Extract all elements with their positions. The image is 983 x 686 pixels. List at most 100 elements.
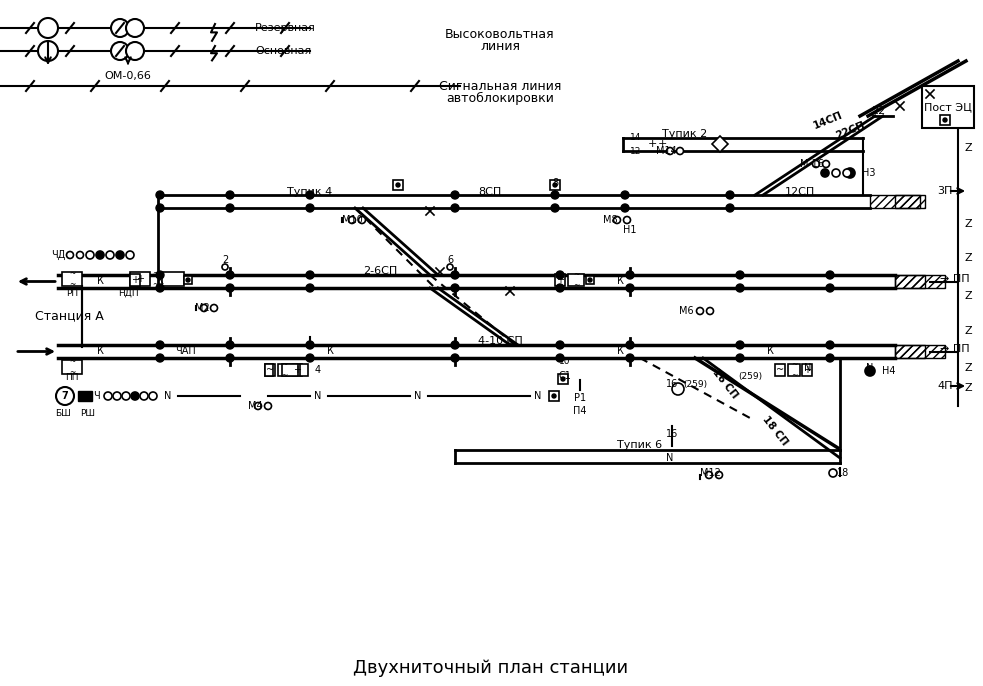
Bar (568, 274, 584, 286)
Circle shape (126, 42, 144, 60)
Text: НДП: НДП (118, 289, 139, 298)
Text: М14: М14 (656, 146, 676, 156)
Text: N: N (666, 453, 673, 463)
Text: М6: М6 (679, 306, 694, 316)
Circle shape (451, 271, 459, 279)
Bar (282, 364, 298, 376)
Text: Z: Z (964, 143, 972, 153)
Circle shape (736, 284, 744, 292)
Circle shape (832, 169, 840, 177)
Circle shape (113, 392, 121, 400)
Circle shape (553, 183, 557, 187)
Bar (870, 195, 920, 208)
Text: Н1: Н1 (623, 225, 637, 235)
Bar (78, 391, 92, 401)
Circle shape (623, 217, 630, 224)
Text: П4: П4 (573, 406, 587, 416)
Circle shape (556, 284, 564, 292)
Circle shape (306, 341, 314, 349)
Text: 14СП: 14СП (812, 110, 844, 130)
Text: Z: Z (964, 363, 972, 373)
Circle shape (396, 183, 400, 187)
Text: N: N (804, 363, 812, 373)
Bar (130, 272, 150, 286)
Circle shape (56, 387, 74, 405)
Circle shape (736, 271, 744, 279)
Text: N: N (315, 391, 321, 401)
Text: Н4: Н4 (882, 366, 896, 376)
Text: 8: 8 (551, 178, 558, 188)
Circle shape (77, 252, 84, 259)
Circle shape (943, 118, 947, 122)
Text: ~
~: ~ ~ (573, 270, 579, 289)
Bar (895, 345, 945, 358)
Text: Основная: Основная (255, 46, 312, 56)
Circle shape (451, 284, 459, 292)
Circle shape (156, 271, 164, 279)
Circle shape (451, 354, 459, 362)
Circle shape (106, 251, 114, 259)
Circle shape (716, 471, 723, 479)
Circle shape (255, 403, 261, 410)
Text: ПП: ПП (65, 373, 79, 383)
Text: М8: М8 (603, 215, 617, 225)
Bar (62, 272, 82, 286)
Text: → ПП: → ПП (940, 344, 969, 355)
Bar (265, 364, 275, 376)
Circle shape (821, 169, 829, 177)
Circle shape (264, 403, 271, 410)
Circle shape (551, 204, 559, 212)
Text: 8СП: 8СП (479, 187, 501, 197)
Text: 18: 18 (837, 468, 849, 478)
Circle shape (226, 284, 234, 292)
Text: 22СП: 22СП (834, 119, 866, 141)
Text: 4: 4 (315, 365, 321, 375)
Text: К: К (326, 346, 333, 357)
Circle shape (226, 191, 234, 199)
Text: Резервная: Резервная (255, 23, 316, 33)
Text: С1: С1 (558, 371, 571, 381)
Text: 16: 16 (665, 379, 678, 389)
Text: К: К (96, 276, 103, 287)
Text: М2: М2 (195, 303, 209, 313)
Polygon shape (712, 136, 728, 152)
Circle shape (613, 217, 620, 224)
Circle shape (666, 147, 673, 154)
Text: 3П: 3П (937, 186, 953, 196)
Circle shape (104, 392, 112, 400)
Circle shape (306, 204, 314, 212)
Circle shape (201, 305, 207, 311)
Text: 4-10 СП: 4-10 СП (478, 336, 522, 346)
Text: 18 СП: 18 СП (761, 414, 789, 448)
Circle shape (588, 278, 592, 282)
Text: М 16: М 16 (800, 159, 824, 169)
Circle shape (359, 217, 366, 224)
Circle shape (226, 341, 234, 349)
Circle shape (551, 191, 559, 199)
Circle shape (813, 161, 820, 167)
Text: +: + (658, 139, 666, 149)
Circle shape (226, 204, 234, 212)
Text: N: N (414, 391, 422, 401)
Circle shape (111, 42, 129, 60)
Text: +: + (293, 365, 301, 375)
Text: Пост ЭЦ: Пост ЭЦ (924, 102, 972, 112)
Bar (549, 391, 559, 401)
Circle shape (126, 251, 134, 259)
Text: Z: Z (964, 326, 972, 336)
Circle shape (865, 366, 875, 376)
Text: +: + (803, 365, 811, 375)
Circle shape (726, 191, 734, 199)
Circle shape (626, 341, 634, 349)
Text: +: + (556, 275, 564, 285)
Text: ~: ~ (776, 365, 784, 375)
Bar (775, 364, 785, 376)
Bar (940, 115, 950, 125)
Circle shape (726, 204, 734, 212)
Bar (922, 86, 974, 128)
Bar (162, 272, 184, 286)
Text: 22: 22 (871, 106, 885, 116)
Circle shape (156, 204, 164, 212)
Circle shape (126, 19, 144, 37)
Bar (393, 180, 403, 190)
